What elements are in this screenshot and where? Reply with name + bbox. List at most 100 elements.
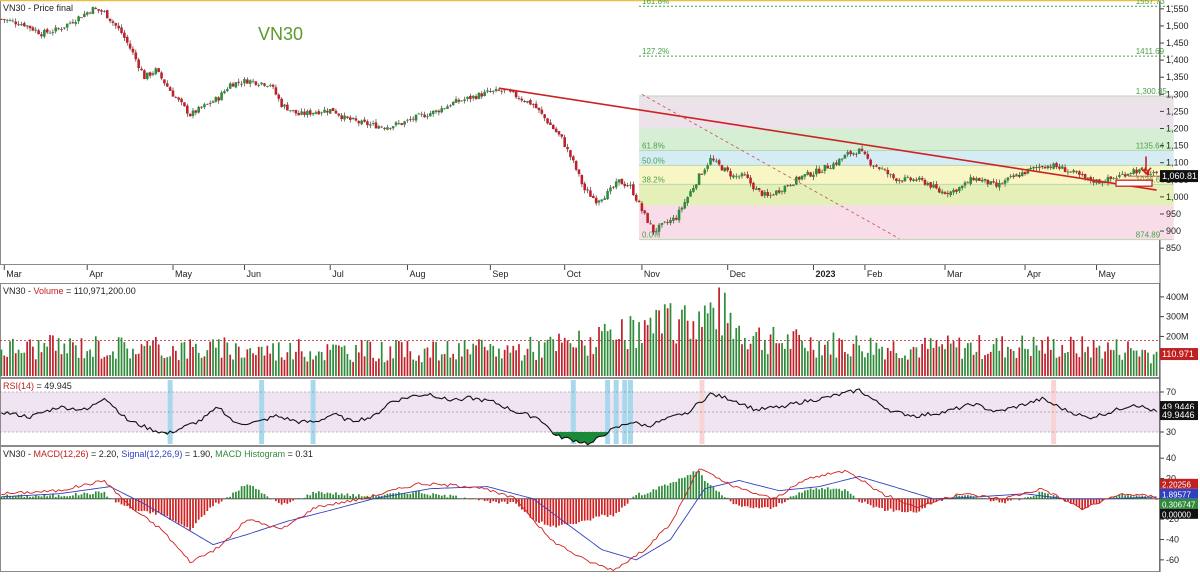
volume-bar xyxy=(244,357,246,376)
macd-histogram-bar xyxy=(1079,499,1081,508)
candle-body xyxy=(609,188,612,192)
macd-histogram-bar xyxy=(718,492,720,499)
candle-body xyxy=(941,191,944,193)
volume-bar xyxy=(733,339,735,376)
volume-bar xyxy=(993,344,995,376)
macd-histogram-bar xyxy=(761,499,763,508)
macd-histogram-bar xyxy=(155,499,157,515)
candle-body xyxy=(186,106,189,114)
macd-histogram-bar xyxy=(715,491,717,499)
macd-histogram-bar xyxy=(66,496,68,499)
macd-histogram-bar xyxy=(3,497,5,499)
candle-body xyxy=(420,114,423,115)
candle-body xyxy=(549,123,552,125)
candle-body xyxy=(938,188,941,192)
candle-body xyxy=(824,165,827,171)
candle-body xyxy=(978,178,981,181)
candle-body xyxy=(681,208,684,210)
volume-bar xyxy=(1153,354,1155,376)
volume-bar xyxy=(618,339,620,376)
candle-body xyxy=(335,111,338,114)
macd-last-badge-text-1: 1.89577 xyxy=(1162,490,1191,499)
volume-bar xyxy=(521,361,523,376)
volume-bar xyxy=(687,321,689,376)
macd-histogram-bar xyxy=(329,493,331,499)
candle-body xyxy=(120,27,123,33)
candle-body xyxy=(189,114,192,116)
macd-histogram-bar xyxy=(43,495,45,499)
candle-body xyxy=(535,104,538,108)
volume-bar xyxy=(532,352,534,376)
candle-body xyxy=(492,91,495,92)
candle-body xyxy=(240,84,243,85)
volume-bar xyxy=(241,358,243,376)
macd-histogram-bar xyxy=(255,489,257,499)
candle-body xyxy=(792,185,795,186)
macd-histogram-bar xyxy=(787,499,789,500)
candle-body xyxy=(332,108,335,111)
candle-body xyxy=(252,81,255,82)
macd-histogram-bar xyxy=(512,499,514,502)
macd-histogram-bar xyxy=(624,499,626,506)
volume-bar xyxy=(512,346,514,376)
candle-body xyxy=(1058,167,1061,169)
volume-bar xyxy=(550,337,552,376)
candle-body xyxy=(466,97,469,99)
macd-last-badge-text-0: 2.20256 xyxy=(1162,480,1191,489)
macd-histogram-bar xyxy=(878,499,880,508)
candle-body xyxy=(958,187,961,191)
volume-bar xyxy=(518,344,520,376)
volume-bar xyxy=(970,343,972,376)
volume-bar xyxy=(427,347,429,376)
fib-level-right-label-1: 1411.69 xyxy=(1136,47,1165,56)
volume-bar xyxy=(221,358,223,376)
candle-body xyxy=(887,170,890,174)
volume-bar xyxy=(1150,363,1152,376)
candle-body xyxy=(558,131,561,134)
candle-body xyxy=(895,178,898,181)
volume-bar xyxy=(135,354,137,376)
macd-histogram-bar xyxy=(641,495,643,499)
macd-histogram-bar xyxy=(158,499,160,513)
candle-body xyxy=(86,12,89,14)
candle-body xyxy=(489,91,492,92)
volume-bar xyxy=(813,350,815,376)
macd-histogram-bar xyxy=(149,499,151,514)
candle-body xyxy=(907,177,910,178)
volume-bar xyxy=(630,316,632,376)
macd-histogram-bar xyxy=(58,495,60,499)
candle-body xyxy=(1018,175,1021,177)
macd-histogram-bar xyxy=(844,489,846,499)
macd-histogram-bar xyxy=(324,494,326,499)
volume-bar xyxy=(721,335,723,376)
candle-body xyxy=(338,114,341,116)
candle-body xyxy=(801,176,804,180)
candle-body xyxy=(663,222,666,223)
candle-body xyxy=(901,181,904,182)
candle-body xyxy=(864,152,867,154)
macd-histogram-bar xyxy=(444,495,446,499)
volume-bar xyxy=(781,343,783,376)
macd-histogram-bar xyxy=(86,493,88,499)
candle-body xyxy=(621,179,624,185)
volume-bar xyxy=(815,358,817,376)
candle-body xyxy=(686,197,689,203)
macd-histogram-bar xyxy=(75,493,77,499)
volume-bar xyxy=(664,304,666,376)
volume-bar xyxy=(106,355,108,376)
candle-body xyxy=(889,174,892,175)
volume-bar xyxy=(701,327,703,376)
volume-bar xyxy=(964,348,966,376)
candle-body xyxy=(749,178,752,184)
candle-body xyxy=(1115,178,1118,179)
macd-histogram-bar xyxy=(407,494,409,499)
macd-histogram-bar xyxy=(601,499,603,515)
candle-body xyxy=(1081,174,1084,175)
volume-bar xyxy=(455,359,457,376)
volume-bar xyxy=(238,347,240,376)
macd-histogram-bar xyxy=(1033,496,1035,499)
candle-body xyxy=(741,173,744,176)
candle-body xyxy=(160,72,163,78)
volume-bar xyxy=(15,353,17,376)
macd-histogram-bar xyxy=(781,499,783,504)
